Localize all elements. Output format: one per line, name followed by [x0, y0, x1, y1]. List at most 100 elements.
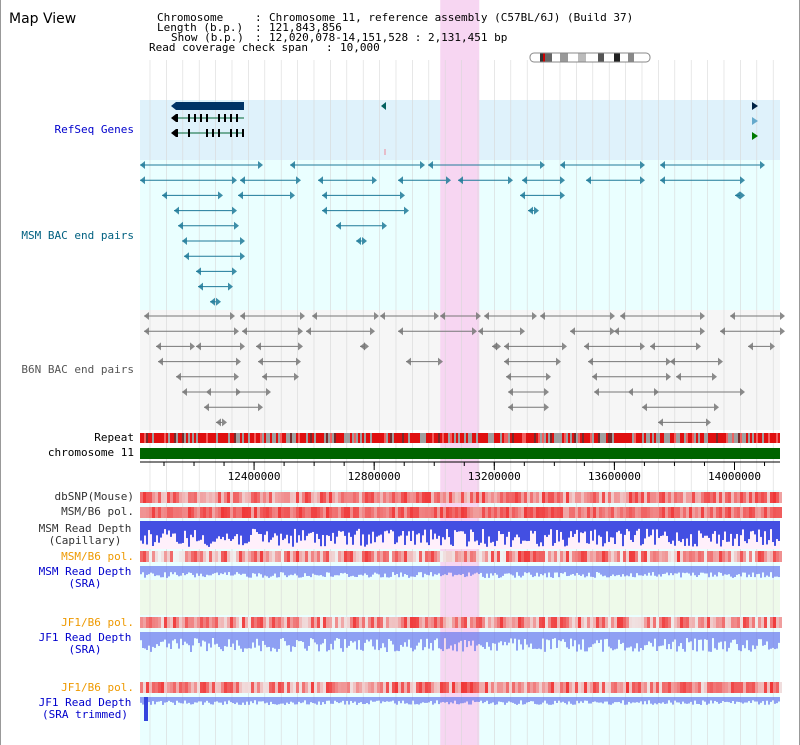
jf1-trim-bar	[190, 697, 192, 705]
dbsnp-cell	[302, 492, 305, 503]
track-label-msm-b6-pol[interactable]: MSM/B6 pol.	[61, 505, 134, 518]
jf1-sra-bar	[662, 632, 664, 646]
msm-sra-bar	[212, 566, 214, 574]
jf1-sra-bar	[350, 632, 352, 641]
jf1-pol-cell	[764, 617, 767, 628]
b6n-bac-end	[508, 403, 513, 412]
dbsnp-cell	[743, 492, 746, 503]
jf1-pol-cell	[167, 617, 170, 628]
msm-pol-sra-cell	[404, 551, 407, 562]
track-label-jf1-b6-pol-2[interactable]: JF1/B6 pol.	[61, 681, 134, 694]
jf1-trim-bar	[724, 697, 726, 703]
repeat-segment	[630, 433, 632, 443]
jf1-pol2-cell	[236, 682, 239, 693]
repeat-segment	[252, 433, 254, 443]
msm-cap-bar	[244, 521, 246, 544]
msm-cap-bar	[610, 521, 612, 538]
msm-pol-cell	[632, 507, 635, 518]
msm-sra-bar	[142, 566, 144, 573]
dbsnp-cell	[194, 492, 197, 503]
track-label-b6n-bac[interactable]: B6N BAC end pairs	[21, 363, 134, 376]
track-label-msm-depth-sra[interactable]: MSM Read Depth (SRA)	[38, 565, 132, 590]
jf1-trim-bar	[688, 697, 690, 704]
jf1-trim-bar	[356, 697, 358, 705]
jf1-trim-bar	[388, 697, 390, 702]
msm-pol-sra-cell	[389, 551, 392, 562]
msm-pol-sra-cell	[623, 551, 626, 562]
msm-pol-cell	[698, 507, 701, 518]
jf1-trim-bar	[674, 697, 676, 701]
track-label-dbsnp[interactable]: dbSNP(Mouse)	[54, 490, 134, 503]
track-label-jf1-depth-trimmed[interactable]: JF1 Read Depth (SRA trimmed)	[38, 696, 132, 721]
track-label-refseq[interactable]: RefSeq Genes	[54, 123, 134, 136]
repeat-segment	[388, 433, 390, 443]
repeat-segment	[584, 433, 586, 443]
jf1-pol-cell	[308, 617, 311, 628]
repeat-segment	[688, 433, 690, 443]
dbsnp-cell	[692, 492, 695, 503]
msm-cap-bar	[506, 521, 508, 537]
msm-sra-bar	[440, 566, 442, 577]
track-label-jf1-depth-sra[interactable]: JF1 Read Depth (SRA)	[38, 631, 132, 656]
jf1-sra-bar	[256, 632, 258, 639]
jf1-sra-bar	[226, 632, 228, 647]
msm-cap-bar	[288, 521, 290, 544]
repeat-segment	[474, 433, 476, 443]
track-label-msm-bac[interactable]: MSM BAC end pairs	[21, 229, 134, 242]
msm-pol-cell	[227, 507, 230, 518]
dbsnp-cell	[395, 492, 398, 503]
msm-sra-bar	[670, 566, 672, 574]
jf1-sra-bar	[462, 632, 464, 652]
msm-sra-bar	[150, 566, 152, 573]
jf1-sra-bar	[494, 632, 496, 644]
msm-sra-bar	[714, 566, 716, 575]
msm-pol-cell	[290, 507, 293, 518]
msm-sra-bar	[414, 566, 416, 577]
msm-sra-bar	[230, 566, 232, 576]
msm-pol-cell	[452, 507, 455, 518]
msm-pol-sra-cell	[230, 551, 233, 562]
dbsnp-cell	[479, 492, 482, 503]
repeat-segment	[738, 433, 740, 443]
jf1-trim-bar	[472, 697, 474, 701]
msm-bac-end	[560, 191, 565, 200]
msm-pol-sra-cell	[470, 551, 473, 562]
track-label-msm-depth-capillary[interactable]: MSM Read Depth (Capillary)	[38, 522, 132, 547]
repeat-segment	[590, 433, 592, 443]
jf1-trim-bar	[320, 697, 322, 705]
b6n-bac-end	[700, 327, 705, 336]
msm-cap-bar	[492, 521, 494, 542]
jf1-pol-cell	[539, 617, 542, 628]
jf1-pol-cell	[734, 617, 737, 628]
dbsnp-cell	[239, 492, 242, 503]
jf1-sra-bar	[468, 632, 470, 642]
jf1-trim-bar	[772, 697, 774, 701]
msm-pol-sra-cell	[182, 551, 185, 562]
jf1-pol-cell	[737, 617, 740, 628]
repeat-segment	[666, 433, 668, 443]
jf1-pol-cell	[419, 617, 422, 628]
repeat-segment	[254, 433, 256, 443]
track-label-jf1-b6-pol[interactable]: JF1/B6 pol.	[61, 616, 134, 629]
jf1-pol2-cell	[596, 682, 599, 693]
msm-pol-sra-cell	[539, 551, 542, 562]
msm-cap-bar	[746, 521, 748, 544]
jf1-sra-bar	[360, 632, 362, 650]
jf1-pol-cell	[206, 617, 209, 628]
repeat-segment	[188, 433, 190, 443]
msm-sra-bar	[186, 566, 188, 575]
jf1-sra-bar	[594, 632, 596, 644]
msm-sra-bar	[634, 566, 636, 578]
jf1-pol2-cell	[665, 682, 668, 693]
chromosome-label: Chromosome	[157, 11, 224, 24]
msm-pol-cell	[518, 507, 521, 518]
track-label-msm-b6-pol-sra[interactable]: MSM/B6 pol.	[61, 550, 134, 563]
dbsnp-cell	[713, 492, 716, 503]
jf1-sra-bar	[344, 632, 346, 640]
jf1-sra-bar	[300, 632, 302, 642]
msm-sra-bar	[174, 566, 176, 573]
jf1-trim-bar	[716, 697, 718, 702]
jf1-sra-bar	[660, 632, 662, 646]
msm-cap-bar	[206, 521, 208, 546]
